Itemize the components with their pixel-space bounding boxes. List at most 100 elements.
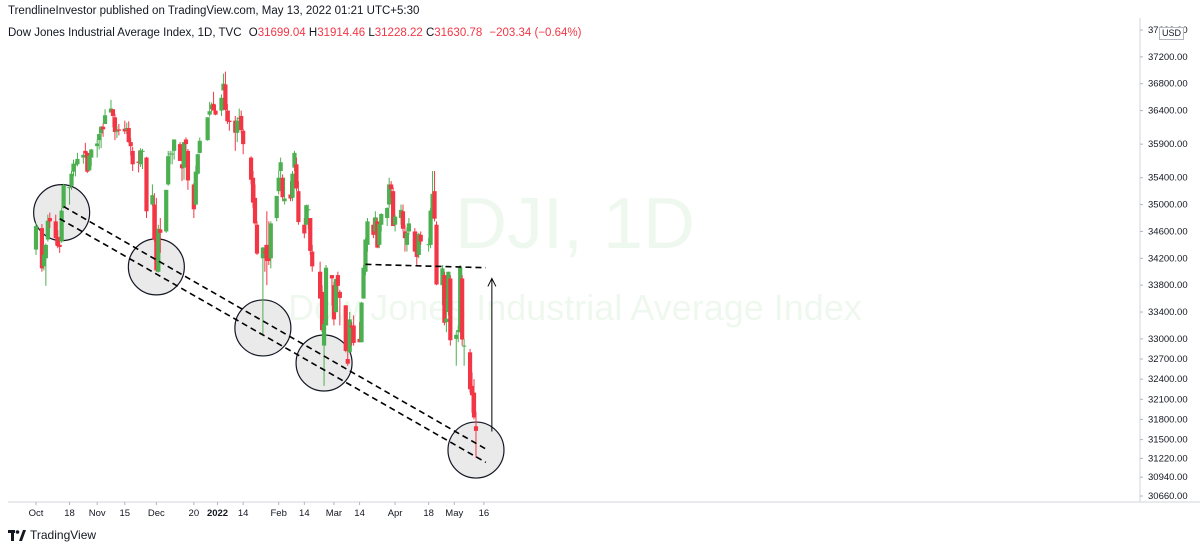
x-tick-label: 18 [64, 508, 75, 519]
candle-body [112, 117, 118, 133]
candle-body [343, 305, 348, 351]
candle-body [87, 155, 92, 171]
candle-body [467, 352, 473, 390]
candle-body [416, 234, 421, 255]
x-tick-label: Dec [148, 508, 165, 519]
candle-body [389, 184, 394, 190]
candle-body [454, 334, 459, 339]
x-tick-label: 14 [299, 508, 310, 519]
candle-body [89, 149, 94, 158]
trendline-upper [63, 205, 487, 450]
candle-body [406, 223, 411, 232]
candle-body [292, 152, 297, 168]
watermark-ticker: DJI, 1D [455, 184, 695, 264]
candle-body [73, 164, 78, 166]
candle-body [239, 115, 244, 131]
open-value: 31699.04 [257, 27, 306, 39]
candle-body [250, 177, 256, 203]
candle-body [177, 144, 183, 161]
candle-body [156, 228, 161, 272]
candle-body [138, 150, 143, 165]
candle-body [122, 128, 127, 132]
publisher-line: TrendlineInvestor published on TradingVi… [8, 5, 420, 17]
y-tick-label: 34600.00 [1148, 226, 1188, 237]
x-tick-label: 14 [354, 508, 365, 519]
open-label: O [248, 27, 258, 39]
candle-body [387, 184, 392, 205]
candle-body [460, 278, 465, 340]
y-tick-label: 33800.00 [1148, 280, 1188, 291]
candle-body [365, 221, 370, 245]
candle-body [329, 275, 335, 279]
candle-body [400, 211, 406, 229]
candle-body [310, 251, 315, 267]
candle-body [219, 97, 224, 111]
candle-body [361, 267, 366, 299]
change-value: −203.34 (−0.64%) [489, 27, 582, 39]
y-tick-label: 31220.00 [1148, 453, 1188, 464]
close-label: C [425, 27, 435, 39]
candle-body [282, 198, 287, 202]
candle-body [345, 359, 350, 364]
x-tick-label: 16 [479, 508, 490, 519]
candle-body [197, 140, 202, 153]
y-tick-label: 36800.00 [1148, 79, 1188, 90]
tradingview-logo-icon [8, 529, 26, 541]
symbol-legend: Dow Jones Industrial Average Index, 1D, … [8, 27, 582, 39]
candle-body [67, 187, 72, 189]
candle-body [43, 244, 48, 259]
candle-body [172, 139, 177, 151]
x-tick-label: Nov [89, 508, 106, 519]
low-label: L [368, 27, 375, 39]
candle-body [391, 191, 396, 227]
candle-body [181, 142, 187, 168]
candle-body [469, 385, 475, 396]
candle-body [379, 213, 384, 225]
candle-body [335, 275, 340, 286]
time-axis[interactable]: Oct 18 Nov 15 Dec 20 2022 14 Feb 14 Mar 14 Apr 18 May 1… [29, 502, 490, 519]
candle-body [318, 271, 323, 299]
y-tick-label: 34200.00 [1148, 253, 1188, 264]
candle-body [152, 204, 157, 240]
candle-body [193, 171, 198, 205]
y-tick-label: 36400.00 [1148, 106, 1188, 117]
price-axis[interactable]: 37600.0037200.0036800.0036400.0035900.00… [1140, 25, 1188, 502]
candle-body [404, 232, 410, 245]
candle-body [448, 278, 453, 341]
candle-body [280, 177, 285, 198]
footer-brand-label: TradingView [30, 528, 97, 542]
candle-body [225, 110, 230, 122]
candle-body [45, 220, 50, 240]
resistance-line [365, 263, 486, 269]
y-tick-label: 30940.00 [1148, 472, 1188, 483]
ohlc-values: O31699.04 H31914.46 L31228.22 C31630.78 [249, 27, 486, 39]
candle-body [337, 291, 342, 298]
candle-body [385, 207, 390, 219]
candle-body [95, 143, 100, 147]
candle-body [166, 156, 171, 185]
high-value: 31914.46 [317, 27, 366, 39]
currency-badge[interactable]: USD [1159, 27, 1185, 40]
candle-body [302, 224, 307, 234]
candle-body [55, 236, 60, 247]
candle-body [81, 154, 86, 158]
candle-body [164, 189, 169, 232]
candle-body [83, 150, 88, 154]
x-tick-label: 20 [189, 508, 200, 519]
candle-body [254, 224, 260, 254]
y-tick-label: 31800.00 [1148, 414, 1188, 425]
symbol-name: Dow Jones Industrial Average Index, 1D, … [8, 27, 242, 39]
candle-body [471, 392, 477, 418]
candle-body [69, 173, 74, 186]
y-tick-label: 35900.00 [1148, 139, 1188, 150]
x-tick-label: 18 [423, 508, 434, 519]
candle-body [130, 150, 135, 165]
candle-body [41, 254, 46, 267]
candle-body [462, 345, 467, 347]
low-value: 31228.22 [374, 27, 423, 39]
y-tick-label: 33400.00 [1148, 307, 1188, 318]
candle-body [235, 120, 240, 133]
candle-body [75, 158, 80, 165]
candle-body [205, 117, 210, 141]
